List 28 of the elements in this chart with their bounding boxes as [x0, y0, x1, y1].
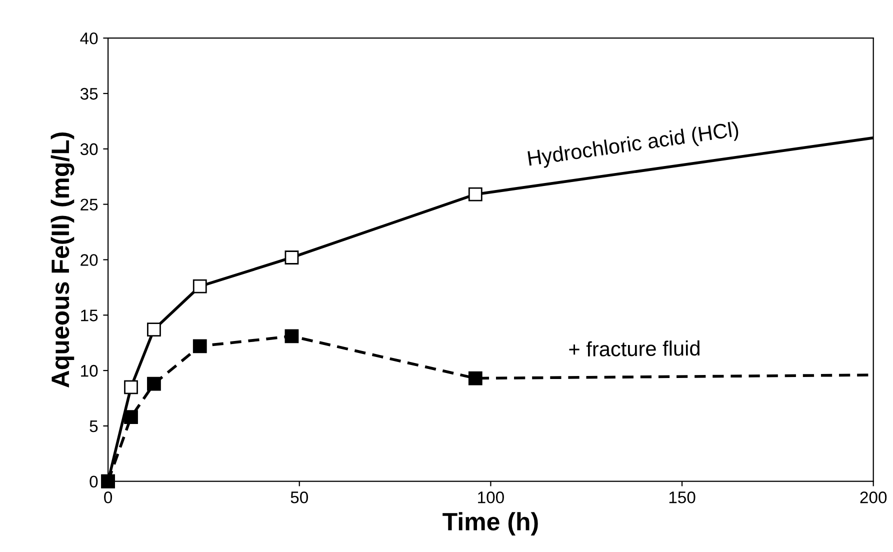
y-tick-label: 15 [81, 310, 98, 322]
y-tick-label: 35 [80, 88, 98, 100]
y-tick-label: 10 [81, 364, 98, 377]
x-axis-title: Time (h) [442, 512, 538, 536]
y-tick-label: 0 [90, 476, 98, 488]
text: Hydrochloric acid (HCl) [528, 120, 740, 170]
point [192, 339, 207, 354]
point [147, 376, 161, 391]
y-tick-label: 25 [80, 198, 98, 211]
series-label: + fracture fluid [569, 340, 700, 357]
x-tick-label: 0 [104, 492, 112, 504]
y-tick-label: 40 [80, 32, 98, 44]
x-tick-label: 150 [669, 492, 696, 504]
point [124, 380, 138, 394]
y-axis-title: Aqueous Fe(II) (mg/L) [50, 132, 74, 388]
x-tick-label: 100 [478, 492, 504, 504]
point [124, 410, 138, 424]
point [284, 250, 299, 264]
x-tick-label: 200 [860, 492, 887, 504]
point [468, 371, 482, 386]
y-tick-label: 20 [80, 254, 98, 266]
y-tick-label: 5 [90, 420, 98, 432]
point [147, 322, 161, 336]
x-tick-label: 50 [290, 492, 308, 504]
point [468, 187, 482, 202]
point [192, 279, 207, 294]
y-tick-label: 30 [80, 143, 98, 156]
point [284, 329, 299, 344]
